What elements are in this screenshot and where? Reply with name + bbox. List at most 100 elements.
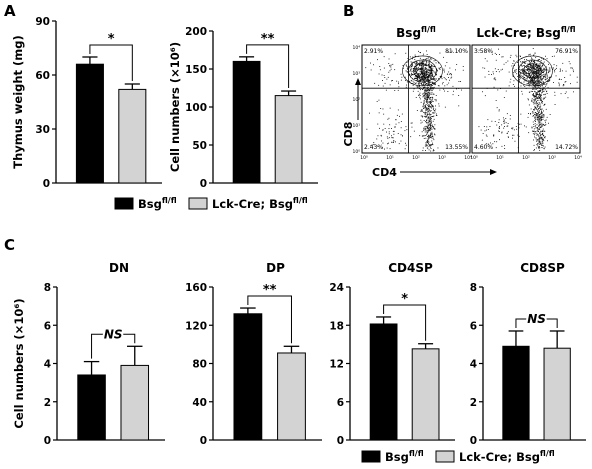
event-dot <box>538 116 540 117</box>
event-dot <box>436 69 438 71</box>
event-dot <box>534 133 536 135</box>
event-dot <box>540 109 542 111</box>
event-dot <box>534 91 536 93</box>
event-dot <box>501 56 503 58</box>
quadrant-top-right-percent: 76.91% <box>555 48 578 55</box>
event-dot <box>415 78 417 79</box>
event-dot <box>534 76 536 77</box>
event-dot <box>417 77 419 79</box>
event-dot <box>436 115 438 116</box>
event-dot <box>536 102 538 104</box>
event-dot <box>404 148 406 150</box>
event-dot <box>534 66 535 68</box>
event-dot <box>531 98 533 100</box>
event-dot <box>540 116 542 117</box>
event-dot <box>518 135 520 137</box>
event-dot <box>542 88 544 90</box>
event-dot <box>530 64 531 66</box>
event-dot <box>539 70 541 72</box>
event-dot <box>528 71 530 73</box>
event-dot <box>523 77 524 79</box>
event-dot <box>540 117 541 119</box>
event-dot <box>417 76 419 78</box>
event-dot <box>542 69 544 71</box>
event-dot <box>526 66 528 68</box>
event-dot <box>431 124 433 126</box>
event-dot <box>428 83 430 85</box>
event-dot <box>539 149 541 151</box>
event-dot <box>520 61 521 63</box>
event-dot <box>538 118 540 120</box>
event-dot <box>428 97 430 99</box>
event-dot <box>438 103 440 105</box>
event-dot <box>527 98 529 100</box>
event-dot <box>417 75 419 77</box>
event-dot <box>411 72 412 74</box>
event-dot <box>411 126 413 128</box>
event-dot <box>428 93 430 95</box>
event-dot <box>534 80 536 82</box>
event-dot <box>506 125 508 127</box>
event-dot <box>431 107 433 109</box>
event-dot <box>531 76 533 78</box>
event-dot <box>503 121 504 123</box>
event-dot <box>546 74 548 76</box>
event-dot <box>558 82 560 84</box>
event-dot <box>533 62 535 64</box>
flow-x-tick-label: 10³ <box>548 155 556 161</box>
event-dot <box>428 76 430 78</box>
event-dot <box>534 96 535 98</box>
event-dot <box>507 131 509 133</box>
event-dot <box>537 81 538 83</box>
event-dot <box>432 106 434 108</box>
event-dot <box>425 91 427 92</box>
event-dot <box>424 66 426 68</box>
event-dot <box>534 116 536 118</box>
event-dot <box>441 78 443 80</box>
event-dot <box>391 128 392 129</box>
event-dot <box>443 77 445 78</box>
event-dot <box>519 55 521 57</box>
event-dot <box>531 67 533 69</box>
event-dot <box>502 56 504 58</box>
event-dot <box>542 124 544 126</box>
event-dot <box>531 77 532 79</box>
event-dot <box>412 68 414 69</box>
significance-bracket <box>247 295 292 344</box>
flow-plot-1: Bsgfl/fl2.91% 81.10%2.43% 13.55%10⁰10⁰10¹1… <box>352 25 471 161</box>
event-dot <box>491 53 493 55</box>
event-dot <box>537 92 538 94</box>
event-dot <box>540 90 541 92</box>
event-dot <box>563 84 564 85</box>
event-dot <box>531 83 533 85</box>
event-dot <box>424 93 426 95</box>
event-dot <box>428 111 430 113</box>
event-dot <box>501 132 503 134</box>
event-dot <box>531 79 533 81</box>
event-dot <box>516 128 518 130</box>
event-dot <box>543 134 544 136</box>
event-dot <box>532 84 534 85</box>
event-dot <box>443 68 445 70</box>
event-dot <box>423 102 425 104</box>
event-dot <box>443 69 445 71</box>
event-dot <box>496 124 498 126</box>
event-dot <box>528 71 530 72</box>
event-dot <box>425 70 427 72</box>
event-dot <box>434 124 436 126</box>
event-dot <box>530 113 531 114</box>
event-dot <box>423 73 425 75</box>
density-contour <box>413 63 432 79</box>
event-dot <box>430 77 432 79</box>
event-dot <box>389 148 391 150</box>
event-dot <box>430 69 432 71</box>
event-dot <box>429 81 430 83</box>
event-dot <box>408 80 410 82</box>
event-dot <box>545 119 547 121</box>
event-dot <box>439 67 440 69</box>
event-dot <box>532 79 534 81</box>
event-dot <box>427 127 428 129</box>
event-dot <box>538 114 540 116</box>
event-dot <box>536 70 537 71</box>
event-dot <box>384 128 386 129</box>
